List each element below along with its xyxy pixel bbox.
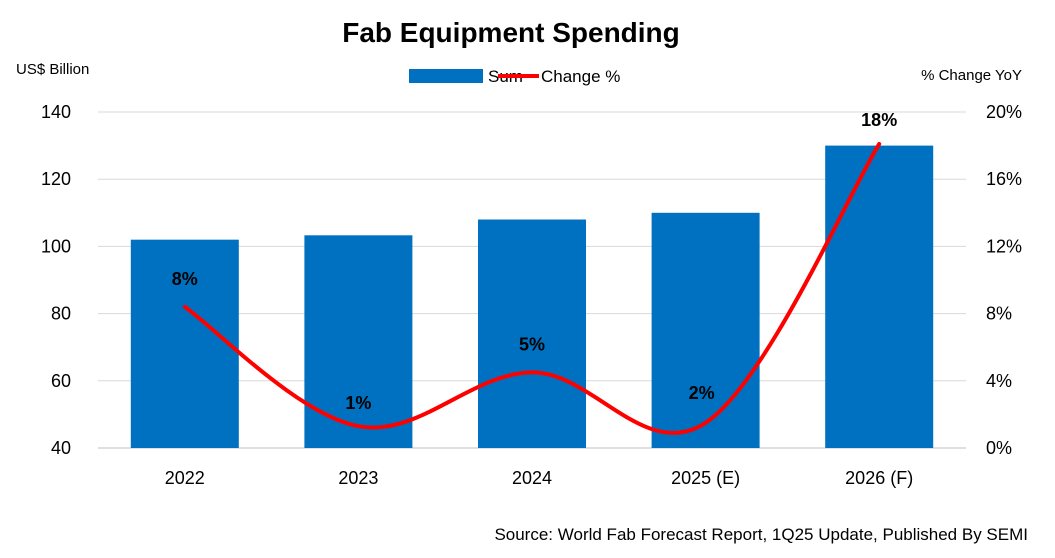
line-data-label: 5% — [519, 334, 545, 354]
line-data-label: 18% — [861, 110, 897, 130]
data-labels: 8% 1% 5% 2% 18% — [172, 110, 897, 413]
x-tick-label: 2024 — [512, 468, 552, 488]
y-tick-label: 120 — [41, 169, 71, 189]
y2-tick-label: 8% — [986, 304, 1012, 324]
y-tick-label: 140 — [41, 102, 71, 122]
bar — [478, 219, 586, 448]
x-tick-label: 2025 (E) — [671, 468, 740, 488]
source-note: Source: World Fab Forecast Report, 1Q25 … — [494, 525, 1028, 544]
bar — [651, 212, 760, 448]
change-line — [182, 141, 882, 435]
line-layer — [182, 141, 882, 435]
bar — [304, 235, 413, 448]
y-tick-label: 100 — [41, 236, 71, 256]
line-data-label: 2% — [689, 383, 715, 403]
legend-swatch-sum — [409, 69, 483, 83]
bar — [825, 145, 934, 448]
x-tick-label: 2026 (F) — [845, 468, 913, 488]
y-tick-label: 80 — [51, 304, 71, 324]
y2-tick-label: 4% — [986, 371, 1012, 391]
y2-axis-label: % Change YoY — [921, 67, 1022, 84]
y2-tick-label: 0% — [986, 438, 1012, 458]
y-tick-label: 40 — [51, 438, 71, 458]
y-axis-label: US$ Billion — [16, 61, 89, 78]
x-tick-label: 2023 — [338, 468, 378, 488]
legend: Sum Change % — [409, 67, 620, 86]
legend-label-change: Change % — [541, 67, 620, 86]
chart-title: Fab Equipment Spending — [342, 17, 680, 48]
bar — [130, 239, 239, 448]
x-tick-label: 2022 — [165, 468, 205, 488]
y2-tick-label: 12% — [986, 236, 1022, 256]
bars — [130, 145, 934, 448]
line-data-label: 1% — [345, 393, 371, 413]
y2-tick-label: 20% — [986, 102, 1022, 122]
line-data-label: 8% — [172, 269, 198, 289]
x-axis-ticks: 2022 2023 2024 2025 (E) 2026 (F) — [165, 468, 913, 488]
right-axis-ticks: 0% 4% 8% 12% 16% 20% — [986, 102, 1022, 458]
left-axis-ticks: 40 60 80 100 120 140 — [41, 102, 71, 458]
y2-tick-label: 16% — [986, 169, 1022, 189]
y-tick-label: 60 — [51, 371, 71, 391]
